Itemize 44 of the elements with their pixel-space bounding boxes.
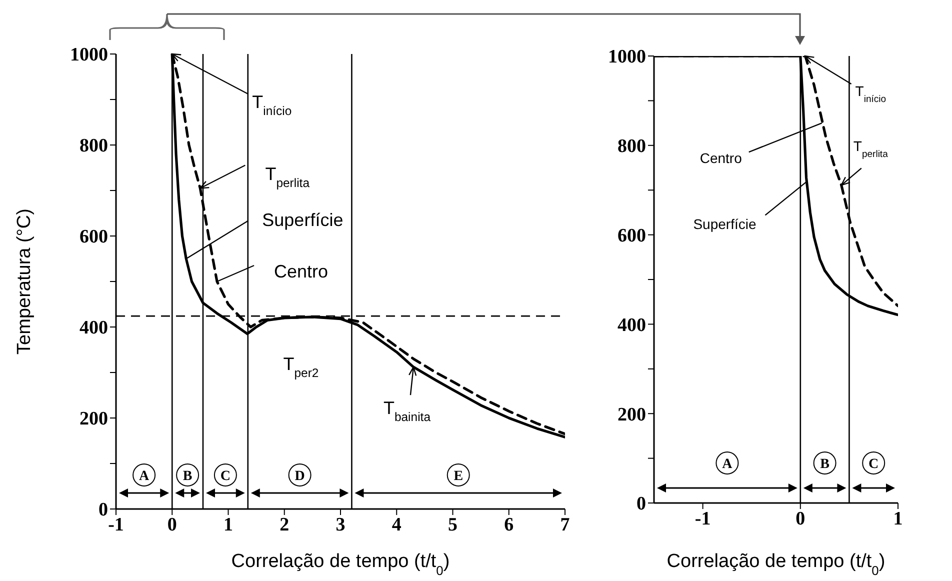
- x-tick-label: -1: [694, 508, 711, 530]
- y-tick-label: 1000: [70, 44, 108, 66]
- y-tick-label: 200: [618, 404, 646, 426]
- y-tick-label: 800: [618, 136, 646, 158]
- x-tick-label: 6: [504, 514, 514, 536]
- x-tick-label: 4: [392, 514, 402, 536]
- annotation: T$_{bainita}$: [383, 398, 431, 424]
- x-tick-label: 1: [893, 508, 903, 530]
- x-axis-title: Correlação de tempo (t/t$_{0}$): [231, 551, 450, 578]
- annotation: Superfície: [262, 210, 344, 230]
- annotation: Centro: [274, 262, 328, 282]
- y-tick-label: 0: [636, 494, 646, 515]
- y-tick-label: 600: [80, 226, 108, 248]
- x-tick-label: 0: [796, 508, 806, 530]
- y-tick-label: 1000: [608, 46, 646, 68]
- annotation: C: [868, 457, 879, 472]
- annotation: E: [454, 469, 464, 484]
- x-tick-label: 5: [448, 514, 458, 536]
- x-tick-label: 1: [224, 514, 233, 536]
- annotation: B: [182, 469, 192, 484]
- annotation: Superfície: [693, 216, 756, 232]
- annotation: T$_{perlita}$: [265, 164, 310, 190]
- y-tick-label: 800: [80, 136, 108, 157]
- x-tick-label: 3: [336, 514, 346, 536]
- x-tick-label: -1: [108, 514, 124, 536]
- annotation: Centro: [700, 150, 742, 166]
- annotation: A: [139, 469, 150, 484]
- annotation: T$_{perlita}$: [853, 138, 889, 160]
- y-tick-label: 600: [618, 226, 646, 247]
- y-axis-title: Temperatura (°C): [14, 208, 35, 354]
- y-tick-label: 400: [618, 314, 646, 336]
- annotation: T$_{início}$: [252, 92, 292, 118]
- annotation: B: [820, 457, 830, 472]
- annotation: A: [722, 457, 734, 472]
- x-tick-label: 2: [280, 514, 290, 536]
- x-tick-label: 0: [167, 514, 177, 536]
- annotation: C: [220, 469, 231, 484]
- y-tick-label: 400: [80, 318, 108, 339]
- y-tick-label: 200: [80, 408, 108, 430]
- annotation: T$_{per2}$: [283, 354, 319, 380]
- x-tick-label: 7: [560, 514, 570, 536]
- annotation: T$_{início}$: [855, 83, 886, 104]
- annotation: D: [294, 469, 305, 484]
- x-axis-title: Correlação de tempo (t/t$_{0}$): [666, 551, 886, 578]
